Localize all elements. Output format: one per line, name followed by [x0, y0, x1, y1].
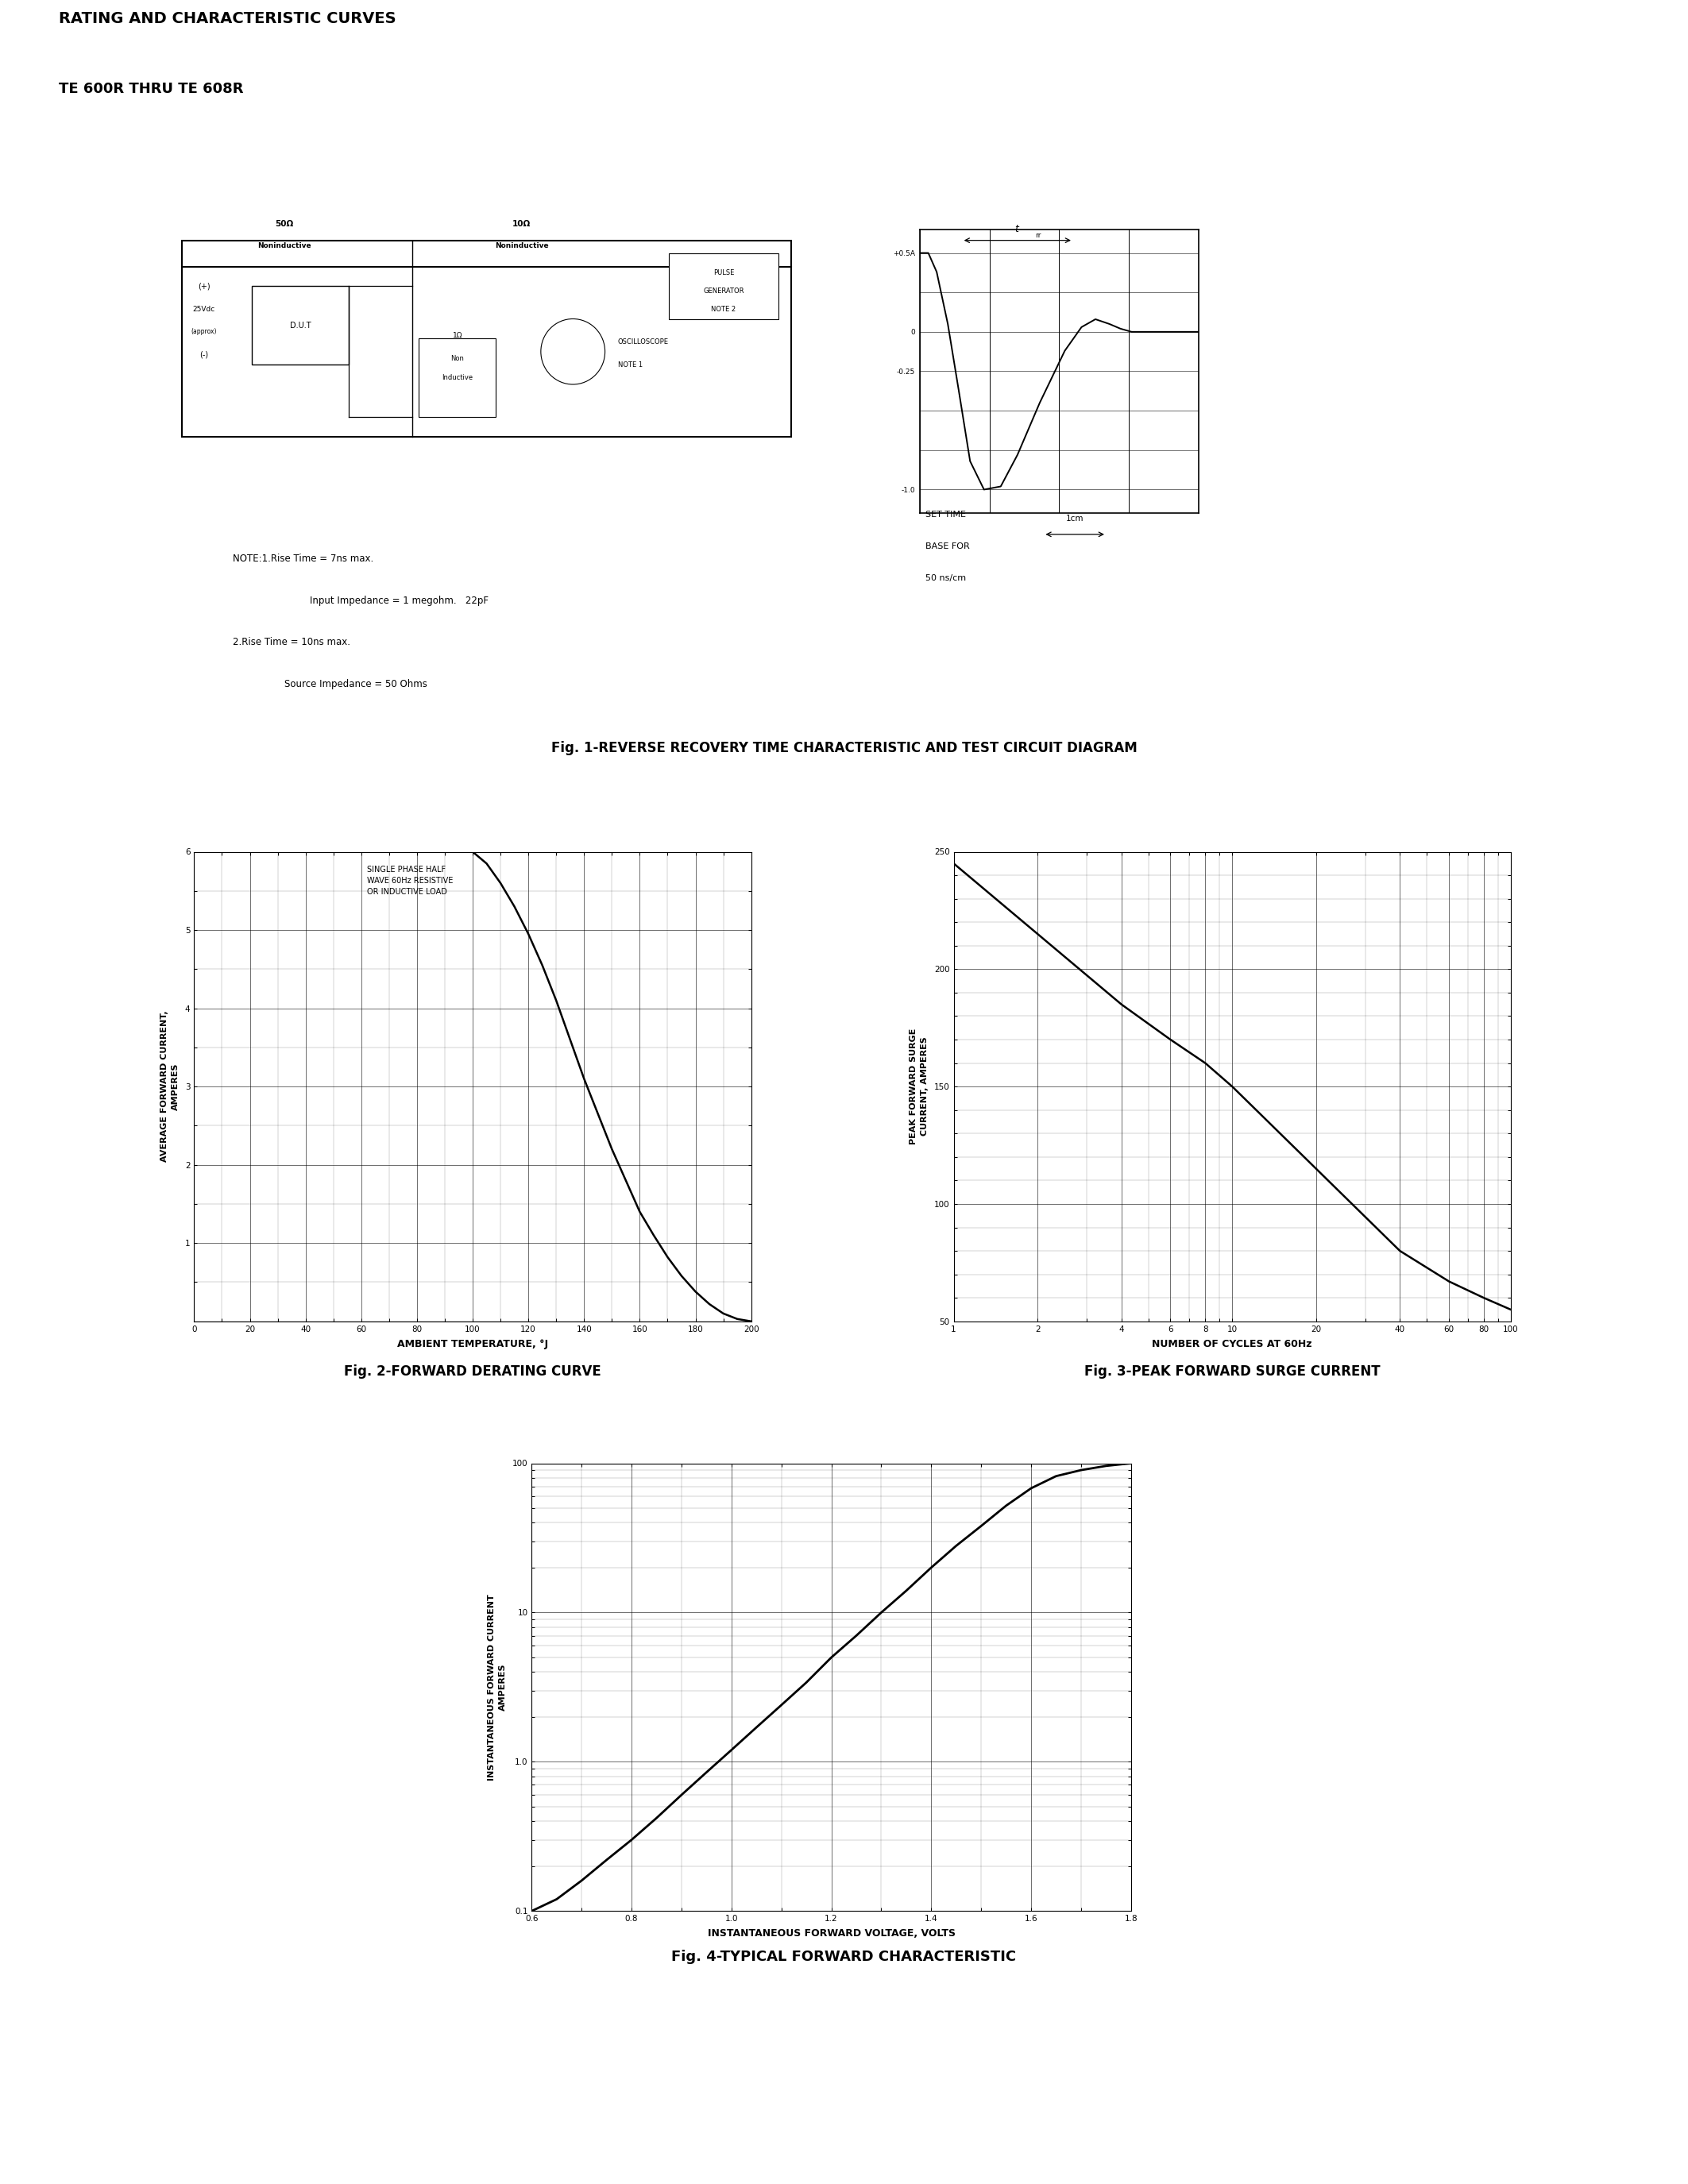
Text: OSCILLOSCOPE: OSCILLOSCOPE — [618, 339, 668, 345]
Text: NOTE:1.Rise Time = 7ns max.: NOTE:1.Rise Time = 7ns max. — [233, 555, 373, 563]
Y-axis label: INSTANTANEOUS FORWARD CURRENT
AMPERES: INSTANTANEOUS FORWARD CURRENT AMPERES — [488, 1594, 506, 1780]
Bar — [252, 286, 348, 365]
Bar — [182, 240, 792, 437]
Text: 1Ω: 1Ω — [452, 332, 463, 339]
Text: Noninductive: Noninductive — [495, 242, 549, 249]
Text: SET TIME: SET TIME — [925, 511, 966, 518]
Text: Fig. 3-PEAK FORWARD SURGE CURRENT: Fig. 3-PEAK FORWARD SURGE CURRENT — [1084, 1365, 1381, 1378]
Bar — [668, 253, 778, 319]
Text: Fig. 1-REVERSE RECOVERY TIME CHARACTERISTIC AND TEST CIRCUIT DIAGRAM: Fig. 1-REVERSE RECOVERY TIME CHARACTERIS… — [550, 740, 1138, 756]
Text: Noninductive: Noninductive — [257, 242, 311, 249]
Text: Fig. 2-FORWARD DERATING CURVE: Fig. 2-FORWARD DERATING CURVE — [344, 1365, 601, 1378]
Text: 1cm: 1cm — [1067, 515, 1084, 522]
Text: GENERATOR: GENERATOR — [704, 288, 744, 295]
Text: Inductive: Inductive — [442, 373, 473, 382]
X-axis label: INSTANTANEOUS FORWARD VOLTAGE, VOLTS: INSTANTANEOUS FORWARD VOLTAGE, VOLTS — [707, 1928, 955, 1939]
Text: NOTE 2: NOTE 2 — [711, 306, 736, 312]
Text: rr: rr — [1035, 232, 1041, 238]
Text: (+): (+) — [197, 282, 211, 290]
Text: 50 ns/cm: 50 ns/cm — [925, 574, 966, 583]
Text: 10Ω: 10Ω — [513, 221, 530, 227]
Y-axis label: AVERAGE FORWARD CURRENT,
AMPERES: AVERAGE FORWARD CURRENT, AMPERES — [160, 1011, 179, 1162]
Y-axis label: PEAK FORWARD SURGE
CURRENT, AMPERES: PEAK FORWARD SURGE CURRENT, AMPERES — [910, 1029, 928, 1144]
Text: NOTE 1: NOTE 1 — [618, 360, 643, 369]
Text: RATING AND CHARACTERISTIC CURVES: RATING AND CHARACTERISTIC CURVES — [59, 11, 397, 26]
Text: $t$: $t$ — [1014, 223, 1020, 234]
Text: Fig. 4-TYPICAL FORWARD CHARACTERISTIC: Fig. 4-TYPICAL FORWARD CHARACTERISTIC — [672, 1950, 1016, 1963]
X-axis label: AMBIENT TEMPERATURE, °J: AMBIENT TEMPERATURE, °J — [397, 1339, 549, 1350]
Text: Source Impedance = 50 Ohms: Source Impedance = 50 Ohms — [284, 679, 427, 690]
Text: Input Impedance = 1 megohm.   22pF: Input Impedance = 1 megohm. 22pF — [311, 596, 488, 605]
Text: (-): (-) — [199, 352, 209, 358]
Text: 25Vdc: 25Vdc — [192, 306, 216, 312]
Text: 2.Rise Time = 10ns max.: 2.Rise Time = 10ns max. — [233, 638, 351, 646]
Text: 50Ω: 50Ω — [275, 221, 294, 227]
Text: PULSE: PULSE — [712, 269, 734, 277]
Text: D.U.T: D.U.T — [290, 321, 311, 330]
Bar — [419, 339, 496, 417]
X-axis label: NUMBER OF CYCLES AT 60Hz: NUMBER OF CYCLES AT 60Hz — [1153, 1339, 1312, 1350]
Text: Non: Non — [451, 354, 464, 363]
Text: BASE FOR: BASE FOR — [925, 542, 971, 550]
Text: (approx): (approx) — [191, 328, 218, 336]
Text: TE 600R THRU TE 608R: TE 600R THRU TE 608R — [59, 83, 243, 96]
Text: SINGLE PHASE HALF
WAVE 60Hz RESISTIVE
OR INDUCTIVE LOAD: SINGLE PHASE HALF WAVE 60Hz RESISTIVE OR… — [366, 865, 452, 895]
